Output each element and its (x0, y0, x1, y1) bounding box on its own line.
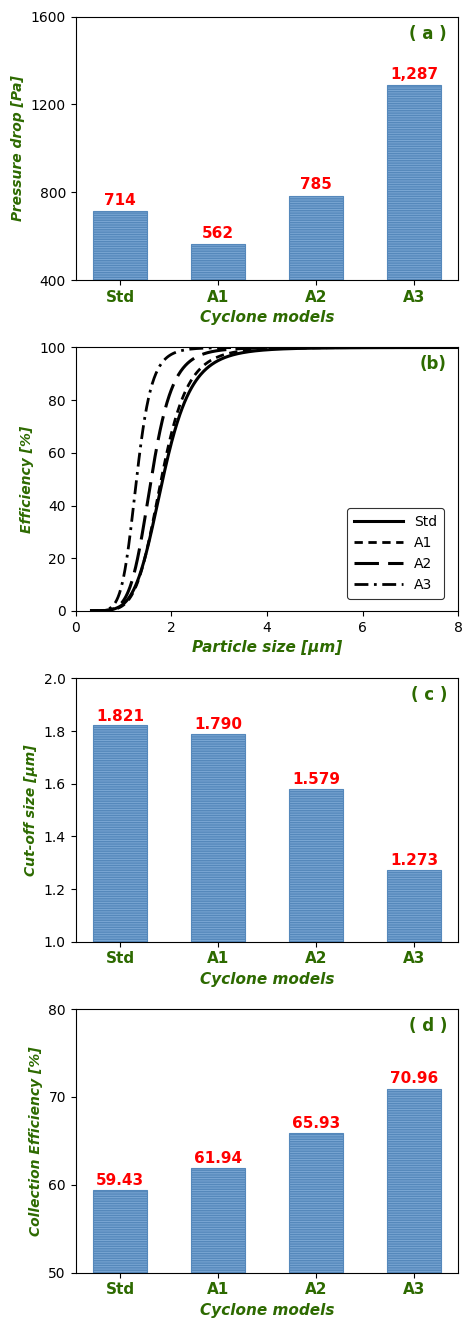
Bar (289, 1132, 343, 1273)
Bar (191, 245, 245, 280)
Text: 1.273: 1.273 (390, 853, 438, 868)
A3 (456, 339, 461, 355)
Text: (b): (b) (420, 355, 447, 373)
Line: A1: A1 (90, 347, 458, 611)
A2 (404, 339, 410, 355)
X-axis label: Cyclone models: Cyclone models (200, 310, 334, 326)
A2 (311, 340, 317, 356)
A1 (301, 340, 307, 356)
Std (456, 339, 461, 355)
Text: ( a ): ( a ) (410, 24, 447, 43)
A3 (404, 339, 410, 355)
Bar (191, 734, 245, 942)
A3 (87, 603, 93, 619)
Line: Std: Std (90, 347, 458, 611)
A3 (311, 339, 317, 355)
Y-axis label: Collection Efficiency [%]: Collection Efficiency [%] (29, 1046, 43, 1236)
Bar (289, 195, 343, 280)
Text: ( c ): ( c ) (410, 686, 447, 704)
Bar (387, 870, 441, 942)
A1 (87, 603, 93, 619)
A2 (110, 601, 116, 617)
Text: 1.579: 1.579 (292, 772, 340, 787)
Text: 70.96: 70.96 (390, 1071, 438, 1086)
A2 (322, 340, 328, 356)
A2 (87, 603, 93, 619)
A3 (301, 339, 307, 355)
Bar (387, 85, 441, 280)
Bar (289, 789, 343, 942)
Bar (93, 1189, 147, 1273)
Text: 1,287: 1,287 (390, 66, 438, 82)
Std (301, 340, 307, 356)
Line: A2: A2 (90, 347, 458, 611)
A2 (301, 340, 307, 356)
Text: ( d ): ( d ) (409, 1017, 447, 1035)
X-axis label: Cyclone models: Cyclone models (200, 971, 334, 987)
Text: 714: 714 (104, 193, 136, 207)
Text: 1.821: 1.821 (96, 708, 144, 724)
A3 (110, 598, 116, 614)
Text: 61.94: 61.94 (194, 1151, 242, 1166)
Y-axis label: Efficiency [%]: Efficiency [%] (20, 425, 34, 533)
A1 (404, 339, 410, 355)
Std (87, 603, 93, 619)
A1 (311, 340, 317, 356)
X-axis label: Particle size [μm]: Particle size [μm] (192, 641, 342, 655)
Line: A3: A3 (90, 347, 458, 611)
Std (322, 340, 328, 356)
Y-axis label: Cut-off size [μm]: Cut-off size [μm] (24, 744, 38, 876)
Text: 785: 785 (300, 177, 332, 193)
Bar (387, 1088, 441, 1273)
Bar (191, 1168, 245, 1273)
Text: 65.93: 65.93 (292, 1115, 340, 1131)
A2 (366, 339, 372, 355)
Std (404, 340, 410, 356)
A1 (322, 340, 328, 356)
A3 (366, 339, 372, 355)
Text: 562: 562 (202, 226, 234, 241)
Legend: Std, A1, A2, A3: Std, A1, A2, A3 (347, 508, 444, 598)
Text: 59.43: 59.43 (96, 1172, 144, 1188)
A1 (366, 340, 372, 356)
Std (311, 340, 317, 356)
Std (110, 602, 116, 618)
Y-axis label: Pressure drop [Pa]: Pressure drop [Pa] (11, 76, 25, 221)
A1 (456, 339, 461, 355)
Std (366, 340, 372, 356)
A3 (322, 339, 328, 355)
Text: 1.790: 1.790 (194, 716, 242, 732)
X-axis label: Cyclone models: Cyclone models (200, 1302, 334, 1318)
Bar (93, 726, 147, 942)
A1 (110, 602, 116, 618)
A2 (456, 339, 461, 355)
Bar (93, 211, 147, 280)
